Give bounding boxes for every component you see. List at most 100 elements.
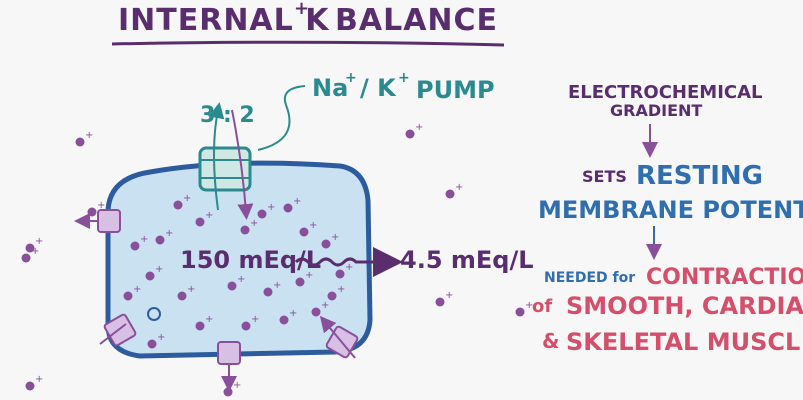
title-superscript: + <box>294 0 310 19</box>
ion-dot <box>257 209 267 219</box>
flow-membrane-potential: MEMBRANE POTENTIAL <box>538 196 803 224</box>
ion-dot <box>515 307 525 317</box>
flow-amp: & <box>542 329 559 353</box>
ion-charge: + <box>35 236 43 247</box>
ion-charge: + <box>455 182 463 193</box>
ion-charge: + <box>140 234 148 245</box>
ion-charge: + <box>165 228 173 239</box>
ion-dot <box>145 271 155 281</box>
ion-dot <box>173 200 183 210</box>
ion-dot <box>263 287 273 297</box>
potassium-ion: + <box>311 300 329 317</box>
ion-dot <box>21 253 31 263</box>
potassium-ion: + <box>321 232 339 249</box>
potassium-ion: + <box>299 220 317 237</box>
potassium-ion: + <box>123 284 141 301</box>
pump-out-arrow <box>208 102 225 211</box>
pump-label-na: Na <box>312 74 348 102</box>
ion-dot <box>195 217 205 227</box>
channel-left <box>97 209 121 233</box>
potassium-ion: + <box>335 262 353 279</box>
flow-smooth-cardiac: SMOOTH, CARDIAC <box>566 292 803 320</box>
potassium-ion: + <box>435 290 453 307</box>
ion-dot <box>435 297 445 307</box>
potassium-ion: + <box>223 380 241 397</box>
outside-concentration: 4.5 mEq/L <box>400 246 534 274</box>
ion-dot <box>405 129 415 139</box>
ion-charge: + <box>293 196 301 207</box>
ion-charge: + <box>345 262 353 273</box>
ion-dot <box>445 189 455 199</box>
ion-charge: + <box>157 332 165 343</box>
potassium-ion: + <box>21 246 39 263</box>
ion-dot <box>283 203 293 213</box>
potassium-ion: + <box>295 270 313 287</box>
ion-charge: + <box>337 284 345 295</box>
ion-charge: + <box>251 314 259 325</box>
ion-charge: + <box>331 232 339 243</box>
ion-charge: + <box>233 380 241 391</box>
ion-charge: + <box>183 193 191 204</box>
potassium-ion: + <box>25 374 43 391</box>
ion-charge: + <box>133 284 141 295</box>
flow-contraction: CONTRACTION <box>646 265 803 290</box>
ion-dot <box>75 137 85 147</box>
flow-resting: RESTING <box>636 161 763 191</box>
potassium-ions: + + + + + + + + + + + + + + + + + + + + + + + + + + + + + + + + <box>21 122 533 397</box>
flow-sets-prefix: SETS <box>582 167 627 186</box>
ion-charge: + <box>155 264 163 275</box>
pump-label-sup2: + <box>398 70 410 86</box>
pump-label-sup1: + <box>345 70 357 86</box>
potassium-ion: + <box>241 314 259 331</box>
ion-dot <box>311 307 321 317</box>
potassium-ion: + <box>283 196 301 213</box>
potassium-ion: + <box>257 202 275 219</box>
ion-dot <box>299 227 309 237</box>
ion-dot <box>25 243 35 253</box>
potassium-ion: + <box>87 200 105 217</box>
ion-dot <box>25 381 35 391</box>
potassium-ion: + <box>130 234 148 251</box>
ion-dot <box>147 339 157 349</box>
channel-bottom <box>217 341 241 365</box>
title-group: INTERNAL K + BALANCE <box>111 0 505 47</box>
ion-dot <box>87 207 97 217</box>
ion-dot <box>123 291 133 301</box>
ion-dot <box>177 291 187 301</box>
potassium-ion: + <box>195 210 213 227</box>
pump-label-pump: PUMP <box>416 76 495 104</box>
ion-dot <box>335 269 345 279</box>
potassium-ion: + <box>195 314 213 331</box>
concentration-group: 150 mEq/L 4.5 mEq/L <box>180 246 534 277</box>
ion-charge: + <box>267 202 275 213</box>
ion-dot <box>279 315 289 325</box>
ion-charge: + <box>205 210 213 221</box>
ion-charge: + <box>187 284 195 295</box>
title-underline <box>111 40 505 47</box>
ion-charge: + <box>31 246 39 257</box>
ion-charge: + <box>309 220 317 231</box>
ion-charge: + <box>205 314 213 325</box>
ion-dot <box>227 281 237 291</box>
ion-dot <box>223 387 233 397</box>
ion-dot <box>327 291 337 301</box>
ion-charge: + <box>525 300 533 311</box>
pump-in-arrow <box>231 109 254 220</box>
pump-box <box>198 146 252 192</box>
pump-ratio: 3 : 2 <box>200 103 255 128</box>
potassium-ion: + <box>173 193 191 210</box>
ion-charge: + <box>445 290 453 301</box>
flow-skeletal-muscle: SKELETAL MUSCL <box>566 328 800 356</box>
potassium-ion: + <box>240 218 258 235</box>
pump-pointer-line <box>257 85 306 151</box>
potassium-ion: + <box>405 122 423 139</box>
flow-gradient: GRADIENT <box>610 101 702 120</box>
potassium-ion: + <box>515 300 533 317</box>
potassium-ion: + <box>327 284 345 301</box>
potassium-ion: + <box>279 308 297 325</box>
ion-charge: + <box>305 270 313 281</box>
gradient-arrow <box>294 247 403 277</box>
ion-charge: + <box>415 122 423 133</box>
potassium-ion: + <box>177 284 195 301</box>
ion-dot <box>241 321 251 331</box>
